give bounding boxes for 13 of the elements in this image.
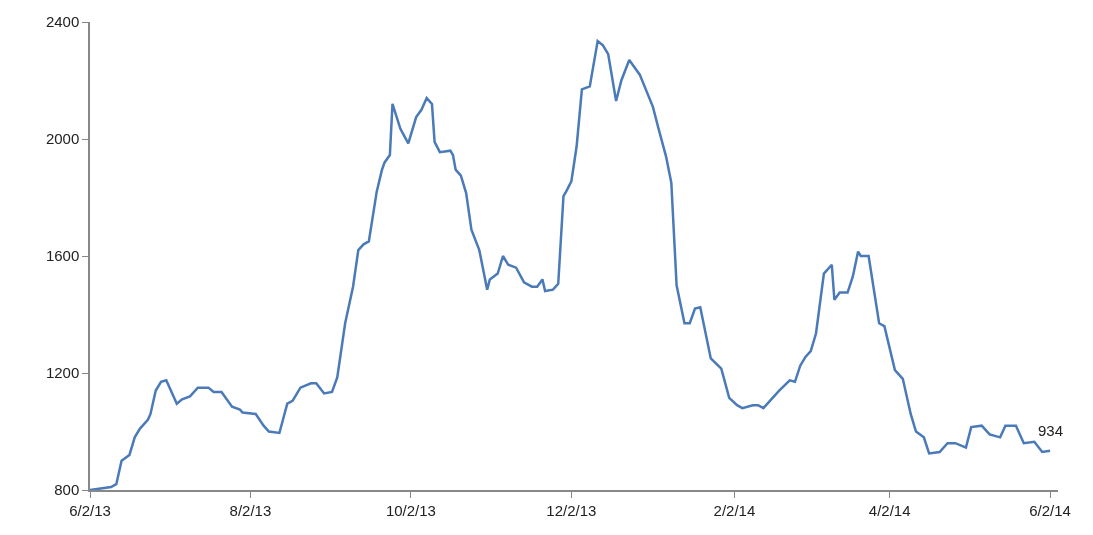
x-tick-label: 2/2/14 <box>713 501 756 519</box>
annotation: 934 <box>1038 422 1064 439</box>
y-tick-label: 1600 <box>45 247 80 265</box>
x-tick-label: 8/2/13 <box>229 501 272 519</box>
x-tick-label: 6/2/13 <box>69 501 111 519</box>
y-tick-label: 2000 <box>45 130 80 148</box>
x-tick-label: 4/2/14 <box>868 501 911 519</box>
x-tick-label: 6/2/14 <box>1029 501 1071 519</box>
y-tick-label: 2400 <box>45 13 80 31</box>
y-tick-label: 800 <box>54 481 80 499</box>
y-tick-label: 1200 <box>45 364 80 382</box>
x-tick-label: 12/2/13 <box>546 501 597 519</box>
x-tick-label: 10/2/13 <box>385 501 436 519</box>
